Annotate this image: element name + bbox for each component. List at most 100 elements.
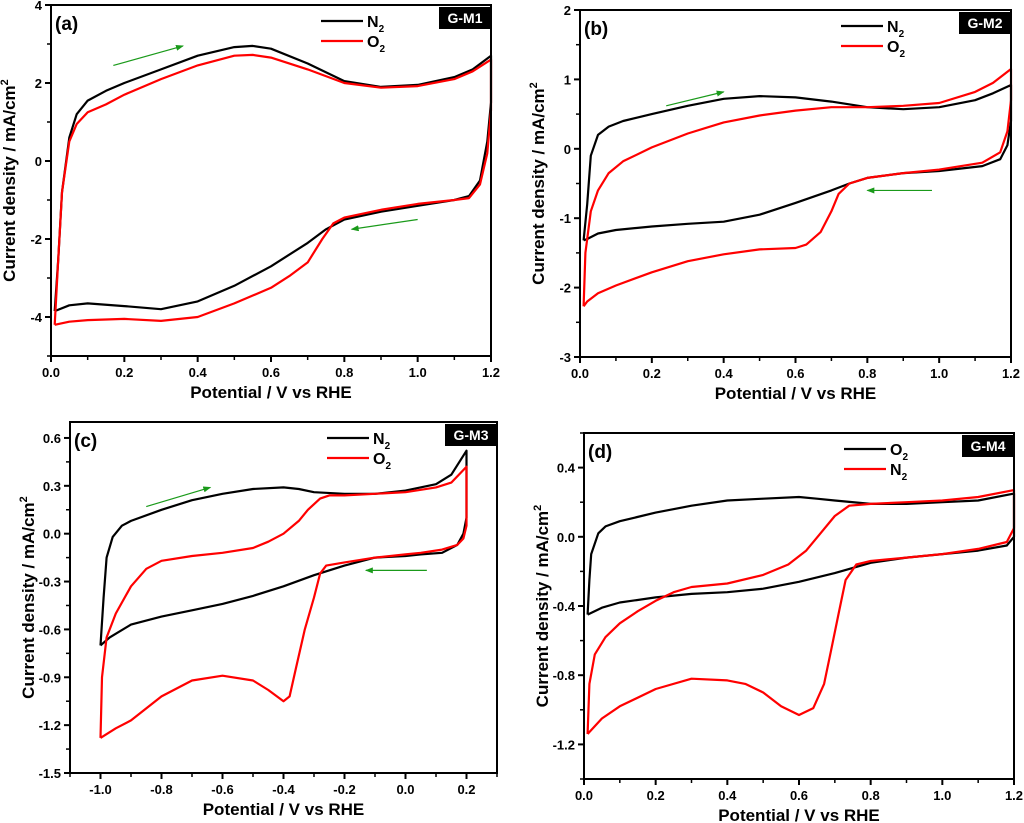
legend-label-text: N [367,14,379,31]
y-axis-title: Current density / mA/cm2 [528,82,548,285]
sample-badge [445,424,497,446]
y-axis-title-superscript: 2 [532,505,544,511]
y-tick-label: -1.2 [39,718,61,733]
legend-label: N2 [373,431,391,452]
y-tick-label: 0.4 [557,461,576,476]
series-line-n2 [582,83,1013,242]
legend-label-text: N [890,462,902,479]
legend-label-subscript: 2 [385,461,391,472]
x-tick-label: 0.0 [396,782,414,797]
y-tick-label: -4 [30,310,42,325]
x-tick-label: -0.2 [333,782,355,797]
x-tick-label: 1.2 [1002,366,1020,381]
x-tick-label: 0.2 [457,782,475,797]
series-line-n2 [586,489,1016,735]
series-line-n2 [99,449,468,647]
sample-badge-text: G-M4 [971,438,1006,454]
scan-direction-arrow [350,218,418,232]
legend-label: O2 [887,39,905,60]
legend-label-subscript: 2 [902,472,908,483]
y-tick-label: -0.3 [39,575,61,590]
y-axis-title: Current density / mA/cm2 [18,496,38,699]
y-tick-label: -1 [559,211,571,226]
x-tick-label: -0.4 [272,782,295,797]
series-line-n2 [53,44,493,313]
sample-badge-text: G-M2 [968,15,1003,31]
panel-a: 0.0 0.2 0.4 0.6 0.8 1.0 1.2 -4 -2 0 2 4 Potential / … [0,0,500,402]
y-axis-title-text: Current density / mA/cm [529,88,548,285]
legend-label-text: N [373,431,385,448]
x-axis-title: Potential / V vs RHE [718,806,880,823]
sample-badge [439,7,491,29]
y-tick-label: -2 [559,281,571,296]
x-tick-label: 0.2 [643,366,661,381]
y-tick-label: -2 [30,232,42,247]
panel-d: 0.0 0.2 0.4 0.6 0.8 1.0 1.2 -1.2 -0.8 -0.4 0.0 0.4 P… [532,432,1023,823]
y-tick-label: -1.2 [553,737,575,752]
y-tick-label: -0.9 [39,670,61,685]
y-tick-label: -1.5 [39,766,61,781]
x-tick-label: 0.2 [115,365,133,380]
y-axis-title: Current density / mA/cm2 [532,505,552,708]
x-tick-label: 1.0 [933,788,951,803]
legend-label: N2 [367,14,385,35]
plot-frame [579,9,1012,358]
series-line-o2 [53,53,493,326]
panel-label: (a) [55,14,78,35]
series-line-o2 [586,492,1016,616]
legend-label-text: O [367,34,379,51]
sample-badge [959,12,1011,34]
sample-badge [962,435,1014,457]
panel-b: 0.0 0.2 0.4 0.6 0.8 1.0 1.2 -3 -2 -1 0 1 2 Potential … [528,3,1020,403]
legend-label-text: O [373,451,385,468]
y-tick-label: -3 [559,350,571,365]
y-tick-label: -0.6 [39,622,61,637]
x-tick-label: 0.8 [862,788,880,803]
y-tick-label: 0 [564,142,571,157]
y-tick-label: 0.6 [43,431,61,446]
y-axis-title-superscript: 2 [528,82,540,88]
legend-label-subscript: 2 [379,44,385,55]
legend-label-text: O [887,39,899,56]
x-tick-label: -1.0 [89,782,111,797]
y-axis-title-text: Current density / mA/cm [19,502,38,699]
legend-label-text: O [890,442,902,459]
legend-label-text: N [887,19,899,36]
x-tick-label: 0.0 [575,788,593,803]
scan-direction-arrow [666,90,725,107]
legend-label: O2 [373,451,391,472]
x-tick-label: 0.0 [42,365,60,380]
legend-label-subscript: 2 [379,24,385,35]
y-axis-title-text: Current density / mA/cm [0,85,19,282]
x-tick-label: 1.2 [1005,788,1023,803]
y-tick-label: 0.0 [557,530,575,545]
x-tick-label: 0.8 [858,366,876,381]
x-tick-label: 0.4 [718,788,737,803]
x-tick-label: 0.4 [715,366,734,381]
sample-badge-text: G-M1 [448,10,483,26]
y-tick-label: 0 [35,154,42,169]
x-tick-label: 0.4 [189,365,208,380]
y-tick-label: -0.4 [553,599,576,614]
x-tick-label: -0.8 [150,782,172,797]
x-tick-label: 0.8 [335,365,353,380]
x-tick-label: 1.0 [930,366,948,381]
y-tick-label: 4 [35,0,43,13]
scan-direction-arrow [113,44,184,67]
scan-direction-arrow [146,486,212,508]
y-axis-title-text: Current density / mA/cm [533,511,552,708]
sample-badge-text: G-M3 [454,427,489,443]
x-tick-label: 1.2 [482,365,500,380]
y-tick-label: 0.0 [43,527,61,542]
panel-label: (d) [588,442,612,463]
y-tick-label: 0.3 [43,479,61,494]
y-axis-title-superscript: 2 [0,79,11,85]
legend-label-subscript: 2 [899,29,905,40]
series-line-o2 [582,67,1013,307]
y-tick-label: 1 [564,72,571,87]
x-tick-label: 0.0 [571,366,589,381]
y-axis-title: Current density / mA/cm2 [0,79,19,282]
x-tick-label: 0.6 [262,365,280,380]
legend-label: O2 [367,34,385,55]
